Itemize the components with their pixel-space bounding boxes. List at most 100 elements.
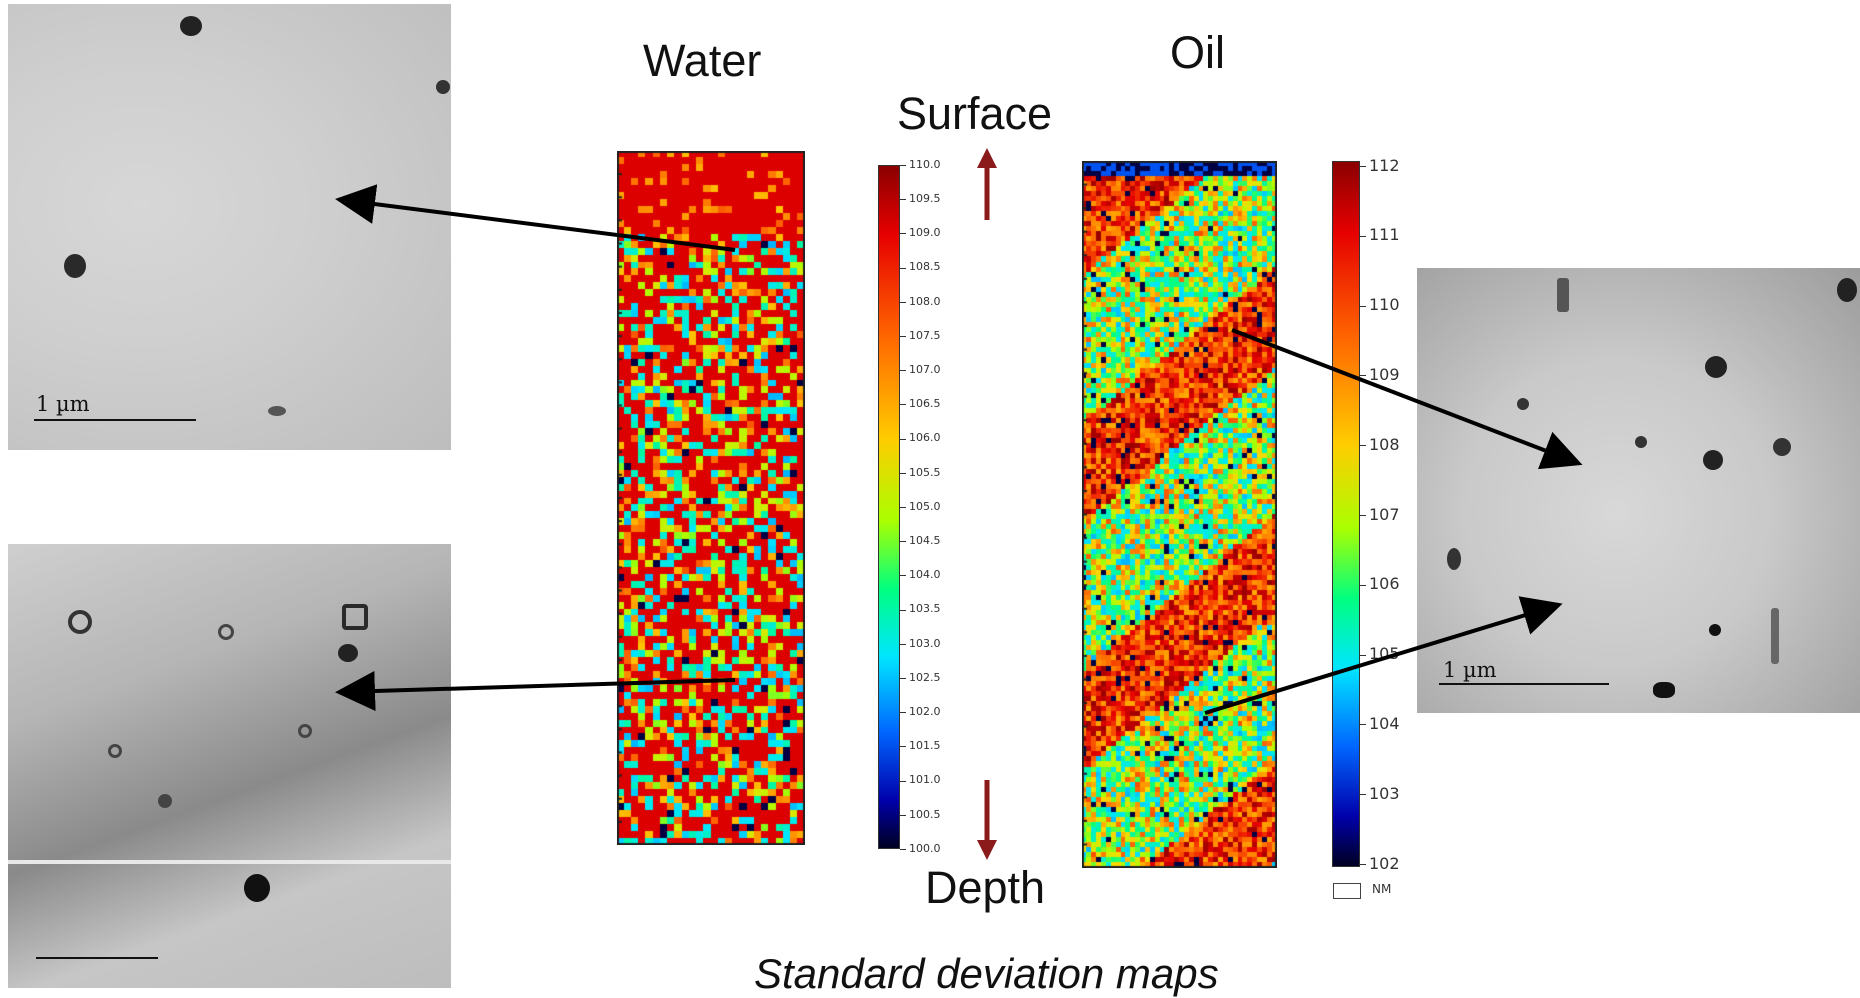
particle [244,874,270,902]
particle [1635,436,1647,448]
colorbar-tick-mark [1360,375,1366,377]
water-header: Water [643,35,762,86]
colorbar-tick-mark [900,507,906,508]
colorbar-tick-mark [1360,864,1366,865]
colorbar-tick-label: 110 [1369,295,1400,315]
particle [1517,398,1529,410]
colorbar-tick-mark [900,575,906,577]
colorbar-tick-label: 111 [1369,225,1400,245]
particle [180,16,202,36]
colorbar-tick-label: 108.0 [909,294,941,308]
colorbar-tick-mark [1360,235,1366,237]
colorbar-tick-mark [900,746,906,748]
colorbar-tick-label: 102.0 [909,705,941,719]
colorbar-tick-label: 104.5 [909,534,941,548]
particle [298,724,312,738]
colorbar-tick-mark [900,370,906,372]
surface-label: Surface [897,88,1053,139]
colorbar-tick-mark [1360,724,1366,726]
particle [1709,624,1721,636]
colorbar-tick-label: 103.0 [909,636,941,650]
colorbar-tick-label: 107 [1369,504,1400,524]
micrograph-bottom-left [8,544,451,988]
colorbar-tick-mark [900,678,906,679]
scale-bar-label: 1 µm [36,392,90,416]
colorbar-tick-mark [900,609,906,611]
colorbar-tick-label: 100.0 [909,841,941,855]
nm-legend-label: NM [1372,882,1392,896]
scale-bar-label: 1 µm [1443,658,1497,682]
colorbar-tick-mark [900,712,906,714]
colorbar-tick-mark [1360,584,1366,586]
colorbar-tick-mark [900,233,906,235]
particle [1773,438,1791,456]
colorbar-tick-mark [900,780,906,782]
colorbar-tick-mark [1360,445,1366,447]
colorbar-tick-label: 107.0 [909,363,941,377]
colorbar-tick-mark [900,199,906,201]
colorbar-tick-mark [900,267,906,269]
particle [338,644,358,662]
colorbar-tick-mark [1360,654,1366,656]
colorbar-tick-label: 105.5 [909,465,941,479]
colorbar-tick-label: 110.0 [909,157,941,171]
nm-legend-box [1333,883,1361,899]
particle [1557,278,1569,312]
particle [1653,682,1675,698]
colorbar-tick-mark [900,404,906,406]
colorbar-tick-label: 106 [1369,574,1400,594]
particle [1703,450,1723,470]
colorbar-tick-mark [900,472,906,474]
water-std-map [617,151,805,845]
colorbar-tick-mark [1360,515,1366,516]
colorbar-tick-label: 101.5 [909,739,941,753]
colorbar-tick-mark [900,643,906,645]
particle [1837,278,1857,302]
particle [268,406,286,416]
colorbar-tick-label: 101.0 [909,773,941,787]
colorbar-tick-label: 108 [1369,434,1400,454]
pointer-arrow [1204,596,1563,715]
colorbar-tick-label: 104.0 [909,568,941,582]
scale-bar [34,419,196,421]
colorbar-tick-label: 109.0 [909,226,941,240]
colorbar-tick-label: 109 [1369,365,1400,384]
colorbar-tick-label: 105.0 [909,499,941,513]
colorbar-tick-mark [900,541,906,543]
colorbar-tick-mark [900,301,906,303]
colorbar-tick-label: 109.5 [909,192,941,206]
particle [218,624,234,640]
oil-std-map [1082,161,1277,868]
colorbar-tick-label: 103.5 [909,602,941,616]
colorbar-tick-label: 100.5 [909,807,941,821]
depth-label: Depth [925,862,1046,913]
micrograph-top-left: 1 µm [8,4,451,450]
micrograph-right: 1 µm [1417,268,1860,713]
colorbar-tick-mark [900,438,906,440]
oil-colorbar [1332,161,1360,867]
particle [108,744,122,758]
colorbar-tick-label: 103 [1369,783,1400,803]
colorbar-tick-label: 106.5 [909,397,941,411]
particle [1771,608,1779,664]
colorbar-tick-mark [900,336,906,337]
water-colorbar [878,165,900,849]
colorbar-tick-mark [1360,794,1366,796]
colorbar-tick-mark [900,165,906,166]
colorbar-tick-mark [1360,305,1366,307]
pointer-arrow [335,671,736,712]
colorbar-tick-label: 108.5 [909,260,941,274]
particle [64,254,86,278]
colorbar-tick-label: 104 [1369,714,1400,733]
particle [436,80,450,94]
colorbar-tick-label: 112 [1369,155,1400,175]
particle [1447,548,1461,570]
figure-caption: Standard deviation maps [754,950,1219,997]
pointer-arrow [335,184,736,252]
oil-header: Oil [1170,27,1225,78]
particle [158,794,172,808]
colorbar-tick-mark [1360,166,1366,167]
scale-bar [1439,683,1609,685]
colorbar-tick-label: 106.0 [909,431,941,445]
